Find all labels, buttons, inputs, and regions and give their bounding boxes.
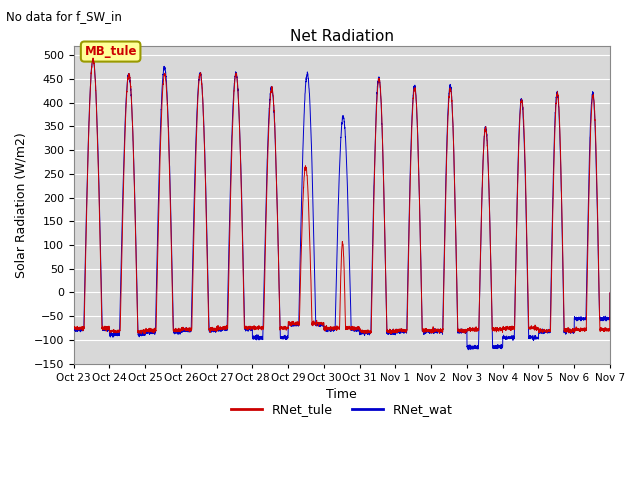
- Text: MB_tule: MB_tule: [84, 45, 137, 58]
- Y-axis label: Solar Radiation (W/m2): Solar Radiation (W/m2): [15, 132, 28, 277]
- Title: Net Radiation: Net Radiation: [290, 29, 394, 44]
- Legend: RNet_tule, RNet_wat: RNet_tule, RNet_wat: [226, 398, 458, 421]
- Text: No data for f_SW_in: No data for f_SW_in: [6, 10, 122, 23]
- X-axis label: Time: Time: [326, 388, 357, 401]
